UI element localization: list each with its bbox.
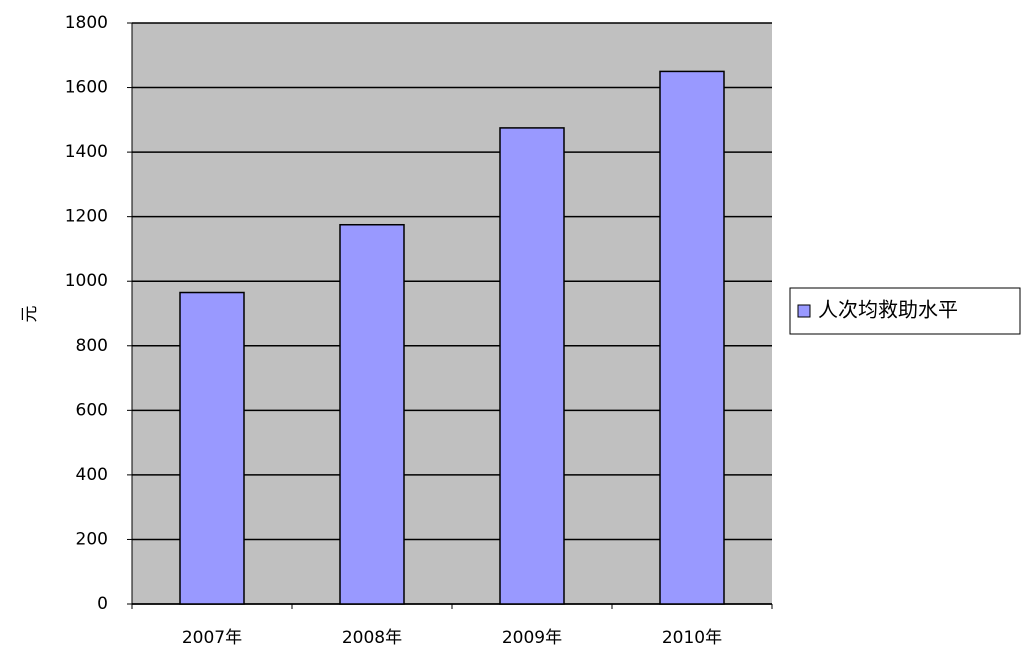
y-tick-label: 1000 [65, 271, 108, 291]
y-tick-label: 1400 [65, 142, 108, 162]
y-tick-label: 200 [76, 529, 108, 549]
bar [659, 70, 725, 605]
bar [499, 127, 565, 605]
y-tick-label: 0 [97, 594, 108, 614]
x-tick-label: 2007年 [182, 628, 242, 648]
x-tick-label: 2010年 [662, 628, 722, 648]
legend-label: 人次均救助水平 [818, 298, 958, 322]
x-tick-label: 2009年 [502, 628, 562, 648]
y-tick-label: 1200 [65, 207, 108, 227]
x-tick-label: 2008年 [342, 628, 402, 648]
y-tick-label: 1600 [65, 78, 108, 98]
legend-swatch [797, 304, 811, 318]
bar [339, 223, 405, 605]
y-tick-label: 800 [76, 336, 108, 356]
bar [179, 291, 245, 605]
y-tick-label: 600 [76, 400, 108, 420]
legend-box [789, 287, 1021, 335]
y-tick-label: 400 [76, 465, 108, 485]
y-tick-label: 1800 [65, 13, 108, 33]
y-axis-label: 元 [20, 306, 40, 323]
